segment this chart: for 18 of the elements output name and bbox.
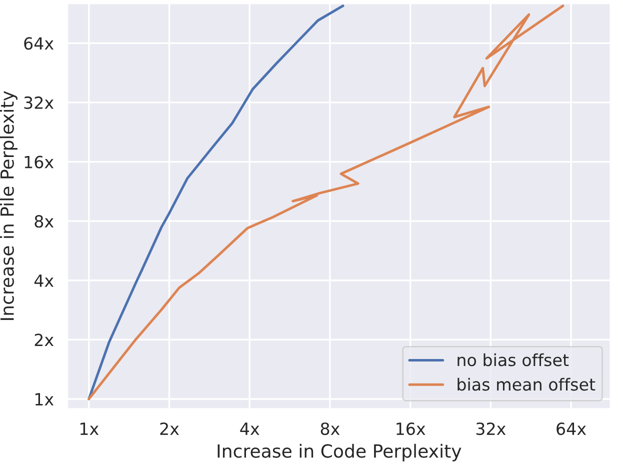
x-tick-label: 2x: [160, 422, 179, 435]
y-axis-title: Increase in Pile Perplexity: [0, 91, 18, 320]
y-tick-label: 1x: [35, 393, 54, 406]
legend-label: bias mean offset: [458, 378, 596, 391]
x-tick-label: 4x: [240, 422, 260, 435]
x-axis-title: Increase in Code Perplexity: [218, 444, 462, 462]
y-tick-label: 8x: [34, 215, 54, 228]
y-tick-label: 4x: [34, 274, 54, 287]
x-tick-label: 8x: [320, 422, 340, 436]
y-tick-label: 16x: [24, 156, 54, 168]
x-tick-label: 1x: [80, 422, 99, 435]
x-tick-label: 32x: [476, 422, 506, 436]
x-tick-label: 16x: [396, 422, 426, 436]
y-tick-label: 64x: [24, 37, 54, 50]
y-tick-label: 32x: [24, 96, 54, 110]
legend-label: no bias offset: [458, 353, 569, 366]
x-tick-label: 64x: [556, 422, 586, 436]
y-tick-label: 2x: [34, 334, 54, 346]
